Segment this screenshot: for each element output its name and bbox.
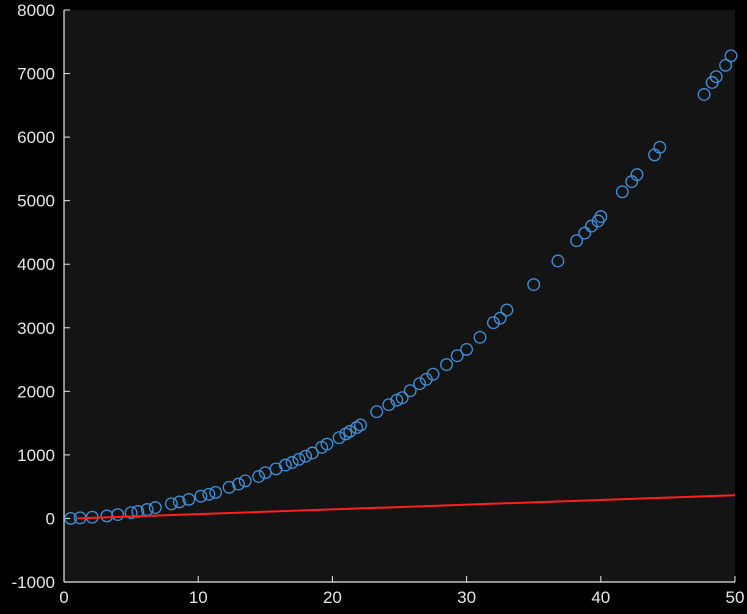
scatter-point bbox=[172, 495, 186, 509]
scatter-point bbox=[724, 49, 738, 63]
y-tick-label: 6000 bbox=[17, 128, 55, 147]
scatter-point bbox=[551, 254, 565, 268]
scatter-point bbox=[527, 278, 541, 292]
data-marks bbox=[64, 49, 738, 525]
scatter-point bbox=[486, 316, 500, 330]
y-tick-label: 1000 bbox=[17, 446, 55, 465]
scatter-point bbox=[148, 501, 162, 515]
scatter-point bbox=[194, 489, 208, 503]
scatter-point bbox=[182, 492, 196, 506]
scatter-point bbox=[343, 424, 357, 438]
scatter-point bbox=[615, 185, 629, 199]
fit-line bbox=[77, 494, 736, 520]
scatter-point bbox=[382, 398, 396, 412]
scatter-point bbox=[719, 58, 733, 72]
scatter-point bbox=[292, 452, 306, 466]
scatter-point bbox=[578, 226, 592, 240]
scatter-point bbox=[164, 497, 178, 511]
scatter-point bbox=[299, 449, 313, 463]
scatter-point bbox=[570, 234, 584, 248]
scatter-point bbox=[473, 330, 487, 344]
scatter-point bbox=[709, 70, 723, 84]
y-tick-label: 3000 bbox=[17, 319, 55, 338]
scatter-point bbox=[252, 470, 266, 483]
scatter-point bbox=[500, 303, 514, 317]
x-axis: 0 10 20 30 40 50 bbox=[59, 576, 744, 607]
scatter-point bbox=[493, 311, 507, 325]
scatter-point bbox=[305, 446, 319, 460]
scatter-point bbox=[285, 456, 299, 469]
scatter-point bbox=[124, 506, 138, 520]
scatter-point bbox=[131, 505, 145, 518]
scatter-point bbox=[426, 367, 440, 381]
scatter-point bbox=[370, 405, 384, 419]
y-axis: -1000 0 1000 2000 3000 4000 5000 6000 7000 8000 bbox=[12, 1, 70, 592]
y-tick-label: 0 bbox=[46, 509, 55, 528]
y-tick-label: 4000 bbox=[17, 255, 55, 274]
scatter-point bbox=[594, 210, 608, 224]
y-tick-label: 7000 bbox=[17, 65, 55, 84]
scatter-point bbox=[238, 474, 252, 488]
x-tick-label: 0 bbox=[59, 588, 68, 607]
y-tick-label: -1000 bbox=[12, 573, 55, 592]
scatter-point bbox=[222, 480, 236, 494]
scatter-point bbox=[413, 377, 427, 391]
scatter-point bbox=[403, 384, 417, 398]
scatter-point bbox=[460, 342, 474, 356]
x-tick-label: 30 bbox=[457, 588, 476, 607]
scatter-point bbox=[209, 485, 223, 499]
scatter-point bbox=[395, 391, 409, 405]
scatter-point bbox=[202, 487, 216, 501]
scatter-point bbox=[111, 508, 125, 522]
scatter-point bbox=[440, 358, 453, 372]
scatter-point bbox=[450, 349, 464, 363]
scatter-point bbox=[320, 437, 334, 451]
scatter-point bbox=[630, 168, 644, 182]
scatter-point bbox=[278, 458, 292, 472]
x-tick-label: 50 bbox=[726, 588, 745, 607]
x-tick-label: 20 bbox=[323, 588, 342, 607]
y-tick-label: 8000 bbox=[17, 1, 55, 20]
scatter-point bbox=[354, 418, 368, 432]
scatter-point bbox=[653, 140, 667, 154]
y-tick-label: 5000 bbox=[17, 192, 55, 211]
x-tick-label: 40 bbox=[591, 588, 610, 607]
scatter-point bbox=[350, 421, 364, 435]
scatter-point bbox=[64, 511, 78, 525]
scatter-point bbox=[697, 88, 711, 101]
scatter-point bbox=[232, 477, 245, 491]
scatter-point bbox=[332, 431, 346, 445]
y-tick-label: 2000 bbox=[17, 382, 55, 401]
x-tick-label: 10 bbox=[189, 588, 208, 607]
plot-area bbox=[64, 10, 735, 582]
